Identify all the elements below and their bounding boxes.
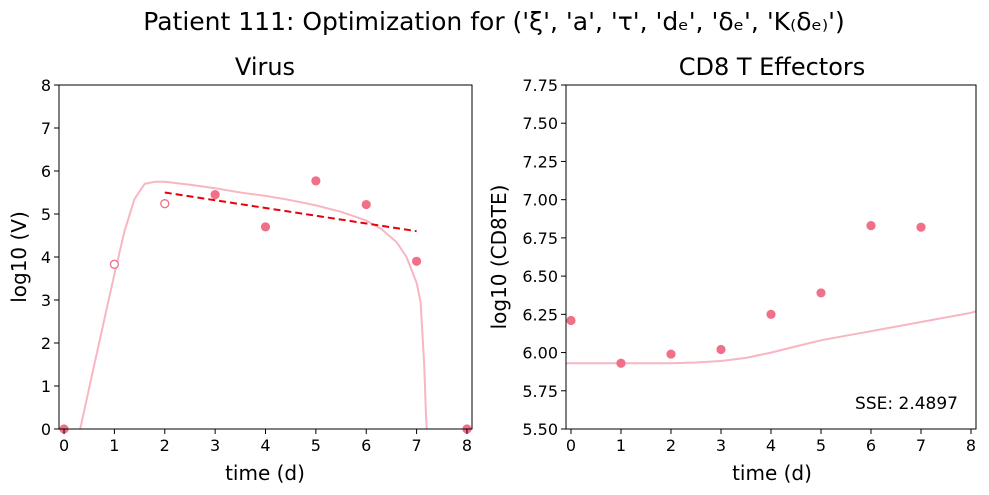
cd8-x-axis-label: time (d) <box>732 461 812 485</box>
virus-data-point <box>361 199 371 210</box>
virus-x-tick-label: 8 <box>462 436 472 455</box>
cd8-x-tick-label: 3 <box>716 436 726 455</box>
cd8-x-tick-label: 5 <box>816 436 826 455</box>
virus-x-ticks: 0 1 2 3 4 5 6 7 8 <box>59 429 472 455</box>
virus-fit-line <box>164 191 417 233</box>
virus-data-point <box>411 256 422 266</box>
virus-x-axis-label: time (d) <box>225 461 305 485</box>
cd8-x-tick-label: 8 <box>966 436 976 455</box>
virus-x-tick-label: 1 <box>109 436 119 455</box>
cd8-x-tick-label: 0 <box>566 436 576 455</box>
virus-x-tick-label: 4 <box>260 436 270 455</box>
virus-x-tick-label: 5 <box>311 436 321 455</box>
virus-fit-line-layer <box>164 191 417 233</box>
virus-open-data-point <box>160 199 170 209</box>
cd8-x-tick-label: 1 <box>616 436 626 455</box>
virus-x-tick-label: 7 <box>412 436 422 455</box>
cd8-y-axis-label: log10 (CD8TE) <box>487 185 511 330</box>
virus-y-axis-label: log10 (V) <box>7 211 31 303</box>
virus-x-tick-label: 6 <box>361 436 371 455</box>
cd8-y-tick-label: 6.75 <box>522 229 558 248</box>
cd8-data-point <box>916 222 926 232</box>
cd8-points-layer <box>566 221 926 368</box>
virus-y-tick-label: 2 <box>41 334 51 353</box>
cd8-data-point <box>866 221 876 231</box>
virus-chart-title: Virus <box>235 53 295 81</box>
cd8-x-ticks: 0 1 2 3 4 5 6 7 8 <box>566 429 976 455</box>
cd8-y-tick-label: 7.00 <box>522 191 558 210</box>
cd8-chart-title: CD8 T Effectors <box>679 53 866 81</box>
virus-model-curve <box>79 180 428 430</box>
cd8-x-tick-label: 6 <box>866 436 876 455</box>
virus-y-ticks: 0 1 2 3 4 5 6 7 8 <box>41 76 59 439</box>
cd8-data-point <box>716 344 726 355</box>
cd8-y-tick-label: 6.00 <box>522 344 558 363</box>
cd8-x-tick-label: 7 <box>916 436 926 455</box>
virus-y-tick-label: 7 <box>41 119 51 138</box>
cd8-y-tick-label: 6.25 <box>522 305 558 324</box>
cd8-y-tick-label: 7.75 <box>522 76 558 95</box>
virus-y-tick-label: 0 <box>41 420 51 439</box>
cd8-data-point <box>816 288 826 298</box>
virus-x-tick-label: 2 <box>160 436 170 455</box>
virus-data-point <box>210 190 220 200</box>
virus-x-tick-label: 3 <box>210 436 220 455</box>
cd8-data-point <box>566 315 576 326</box>
virus-axes-frame <box>58 84 473 430</box>
virus-y-tick-label: 1 <box>41 377 51 396</box>
virus-y-tick-label: 6 <box>41 162 51 181</box>
cd8-x-tick-label: 4 <box>766 436 776 455</box>
cd8-sse-annotation: SSE: 2.4897 <box>855 394 958 414</box>
virus-y-tick-label: 5 <box>41 205 51 224</box>
virus-y-tick-label: 3 <box>41 291 51 310</box>
cd8-axes-frame <box>565 84 977 430</box>
cd8-y-tick-label: 7.50 <box>522 114 558 133</box>
virus-chart: Virus time (d) log10 (V) 0 1 2 3 4 5 6 7 8 0 1 2 3 4… <box>7 53 473 485</box>
cd8-data-point <box>766 309 776 319</box>
virus-data-point <box>311 176 321 186</box>
virus-points-layer <box>59 176 472 434</box>
cd8-chart: CD8 T Effectors time (d) log10 (CD8TE) 0… <box>487 53 977 485</box>
cd8-x-tick-label: 2 <box>666 436 676 455</box>
cd8-y-tick-label: 7.25 <box>522 152 558 171</box>
virus-open-data-point <box>109 259 120 269</box>
cd8-data-point <box>616 358 626 368</box>
virus-x-tick-label: 0 <box>59 436 69 455</box>
cd8-y-tick-label: 5.75 <box>522 382 558 401</box>
cd8-data-point <box>666 349 676 359</box>
virus-model-curve-layer <box>79 180 428 430</box>
cd8-y-ticks: 5.50 5.75 6.00 6.25 6.50 6.75 7.00 7.25 7.50 7.75 <box>522 76 566 439</box>
virus-y-tick-label: 8 <box>41 76 51 95</box>
cd8-y-tick-label: 5.50 <box>522 420 558 439</box>
virus-data-point <box>260 222 271 232</box>
cd8-y-tick-label: 6.50 <box>522 267 558 286</box>
cd8-model-curve-layer <box>566 310 977 365</box>
virus-y-tick-label: 4 <box>41 248 51 267</box>
figure-suptitle: Patient 111: Optimization for ('ξ', 'a',… <box>143 7 844 36</box>
cd8-model-curve <box>566 310 977 365</box>
